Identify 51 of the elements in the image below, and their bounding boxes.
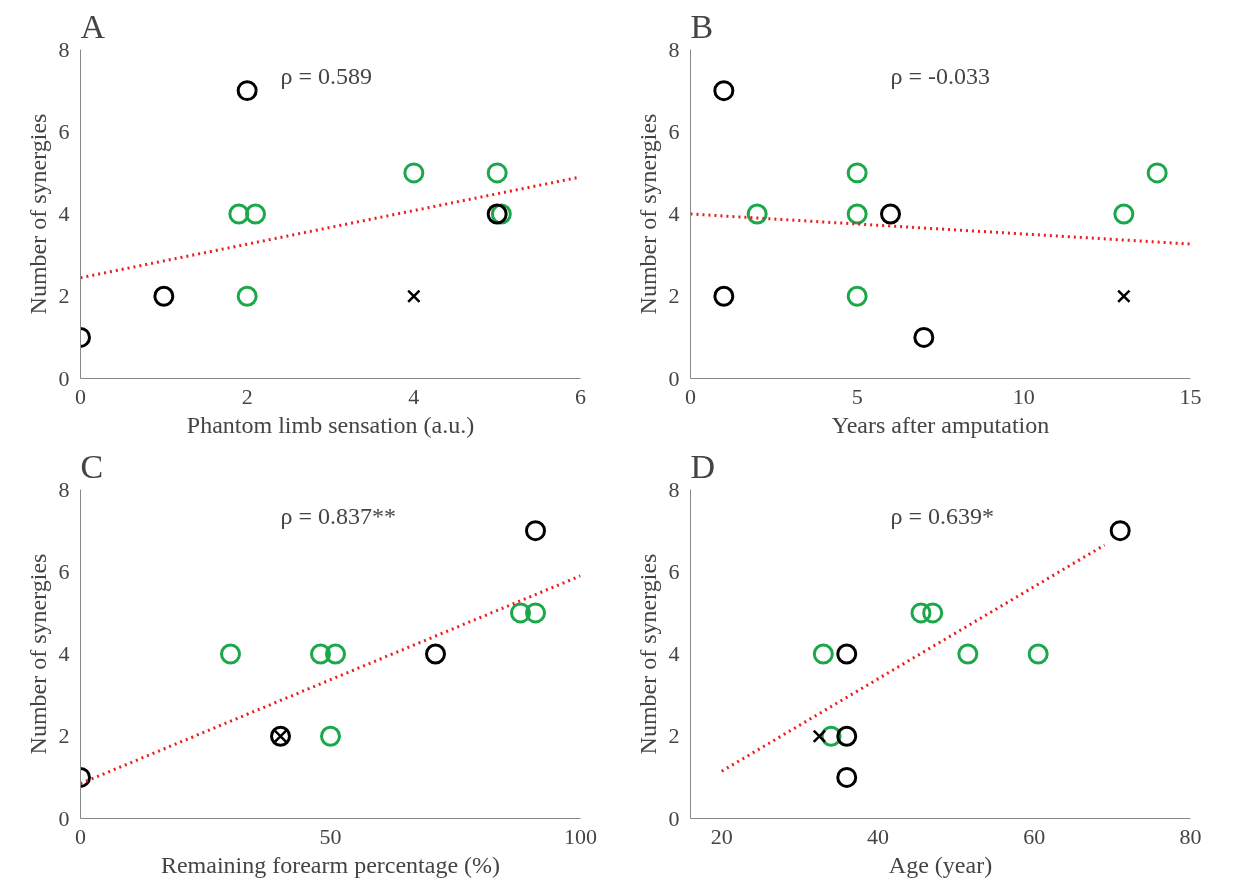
annotation: ρ = 0.837** [280,502,397,529]
x-tick-label: 0 [685,383,696,409]
x-tick-label: 15 [1179,383,1202,409]
y-tick-label: 8 [58,36,70,62]
x-tick-label: 20 [710,823,733,849]
x-tick-label: 80 [1179,823,1202,849]
y-tick-label: 8 [58,476,70,502]
chart-title: B [690,7,714,45]
chart-title: C [80,447,104,485]
x-tick-label: 60 [1023,823,1046,849]
x-tick-label: 6 [575,383,586,409]
y-tick-label: 2 [58,723,70,749]
y-tick-label: 4 [58,201,70,226]
y-tick-label: 8 [668,476,680,502]
x-tick-label: 0 [75,383,86,409]
x-tick-label: 50 [319,823,342,849]
y-tick-label: 6 [668,558,680,584]
y-tick-label: 4 [668,641,680,666]
y-tick-label: 2 [668,723,680,749]
x-tick-label: 2 [241,383,253,409]
x-tick-label: 5 [851,383,863,409]
annotation: ρ = -0.033 [890,62,991,89]
x-axis-title: Phantom limb sensation (a.u.) [186,411,475,438]
y-tick-label: 4 [58,641,70,666]
y-tick-label: 6 [668,118,680,144]
annotation: ρ = 0.589 [280,62,373,89]
chart-title: D [690,447,716,485]
y-tick-label: 2 [58,283,70,309]
y-tick-label: 8 [668,36,680,62]
y-axis-title: Number of synergies [634,113,661,315]
annotation: ρ = 0.639* [890,502,995,529]
y-tick-label: 0 [668,365,680,391]
x-tick-label: 40 [867,823,889,849]
y-tick-label: 6 [58,118,70,144]
x-tick-label: 100 [564,823,597,849]
y-axis-title: Number of synergies [24,553,51,755]
x-axis-title: Years after amputation [831,411,1050,438]
x-axis-title: Remaining forearm percentage (%) [160,851,501,878]
x-tick-label: 0 [75,823,86,849]
y-tick-label: 0 [668,805,680,831]
y-tick-label: 2 [668,283,680,309]
chart-title: A [80,7,106,45]
x-tick-label: 4 [408,383,420,409]
y-tick-label: 4 [668,201,680,226]
x-tick-label: 10 [1012,383,1035,409]
y-axis-title: Number of synergies [24,113,51,315]
y-tick-label: 0 [58,805,70,831]
x-axis-title: Age (year) [888,851,993,878]
y-axis-title: Number of synergies [634,553,661,755]
y-tick-label: 0 [58,365,70,391]
y-tick-label: 6 [58,558,70,584]
